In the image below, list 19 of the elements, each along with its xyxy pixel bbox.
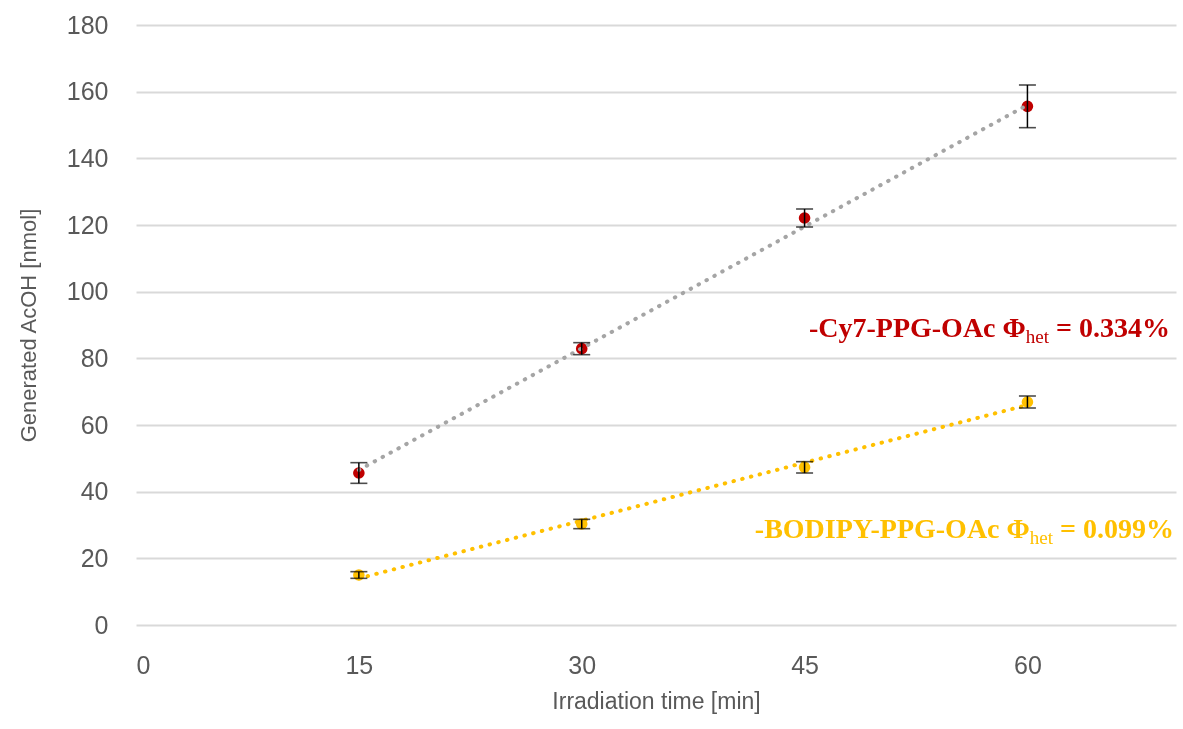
y-tick-label: 160 xyxy=(66,77,109,106)
y-tick-label: 80 xyxy=(80,343,109,372)
y-tick-label: 0 xyxy=(94,610,109,639)
y-tick-label: 120 xyxy=(66,210,109,239)
x-tick-label: 45 xyxy=(791,650,819,679)
x-axis-title: Irradiation time [min] xyxy=(552,687,761,714)
y-tick-label: 40 xyxy=(80,477,109,506)
text: -Cy7-PPG-OAc Φ$_{het}$ = 0.334% xyxy=(808,312,1170,348)
x-tick-label: 30 xyxy=(568,650,597,679)
x-tick-label: 0 xyxy=(136,650,151,679)
y-tick-label: 20 xyxy=(80,543,109,572)
x-tick-label: 60 xyxy=(1014,650,1042,679)
y-axis-title: Generated AcOH [nmol] xyxy=(15,208,41,443)
y-tick-label: 180 xyxy=(66,10,109,39)
text: -BODIPY-PPG-OAc Φ$_{het}$ = 0.099% xyxy=(754,512,1174,548)
y-tick-label: 100 xyxy=(66,277,109,306)
y-tick-label: 60 xyxy=(80,410,109,439)
y-tick-label: 140 xyxy=(66,143,109,172)
x-tick-label: 15 xyxy=(345,650,374,679)
